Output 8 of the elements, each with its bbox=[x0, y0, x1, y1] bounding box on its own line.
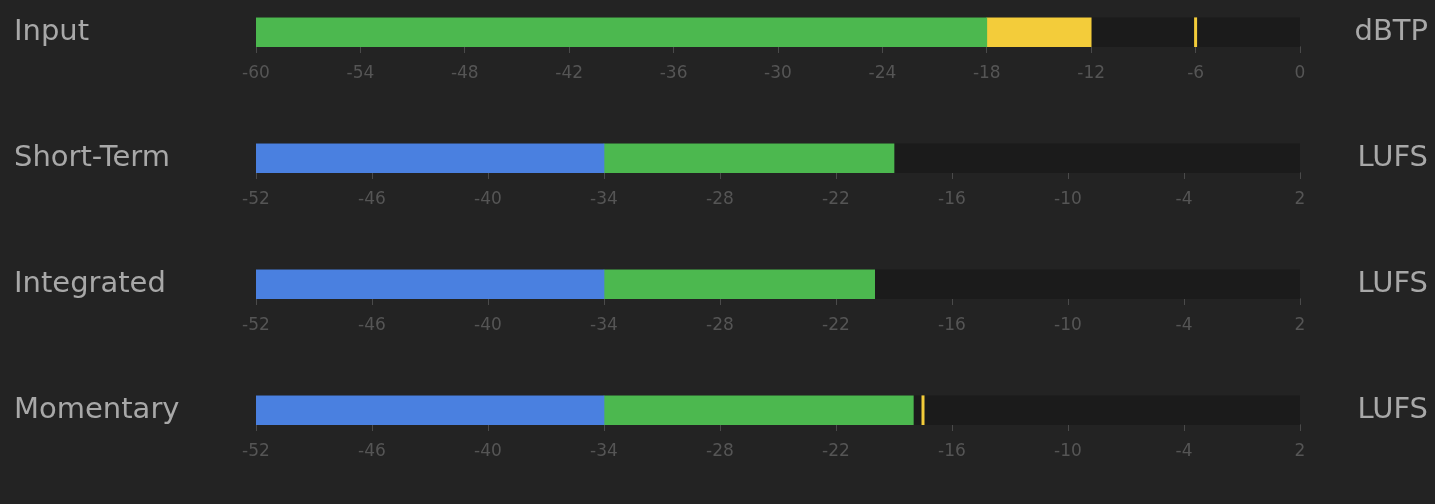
x-axis-title: dBTP bbox=[1354, 12, 1428, 47]
x-axis-title: LUFS bbox=[1357, 390, 1428, 425]
x-axis-title: LUFS bbox=[1357, 264, 1428, 299]
y-tick-label: Short-Term bbox=[14, 138, 170, 173]
x-axis-title: LUFS bbox=[1357, 138, 1428, 173]
y-tick-label: Integrated bbox=[14, 264, 166, 299]
y-tick-label: Momentary bbox=[14, 390, 180, 425]
y-tick-label: Input bbox=[14, 12, 90, 47]
